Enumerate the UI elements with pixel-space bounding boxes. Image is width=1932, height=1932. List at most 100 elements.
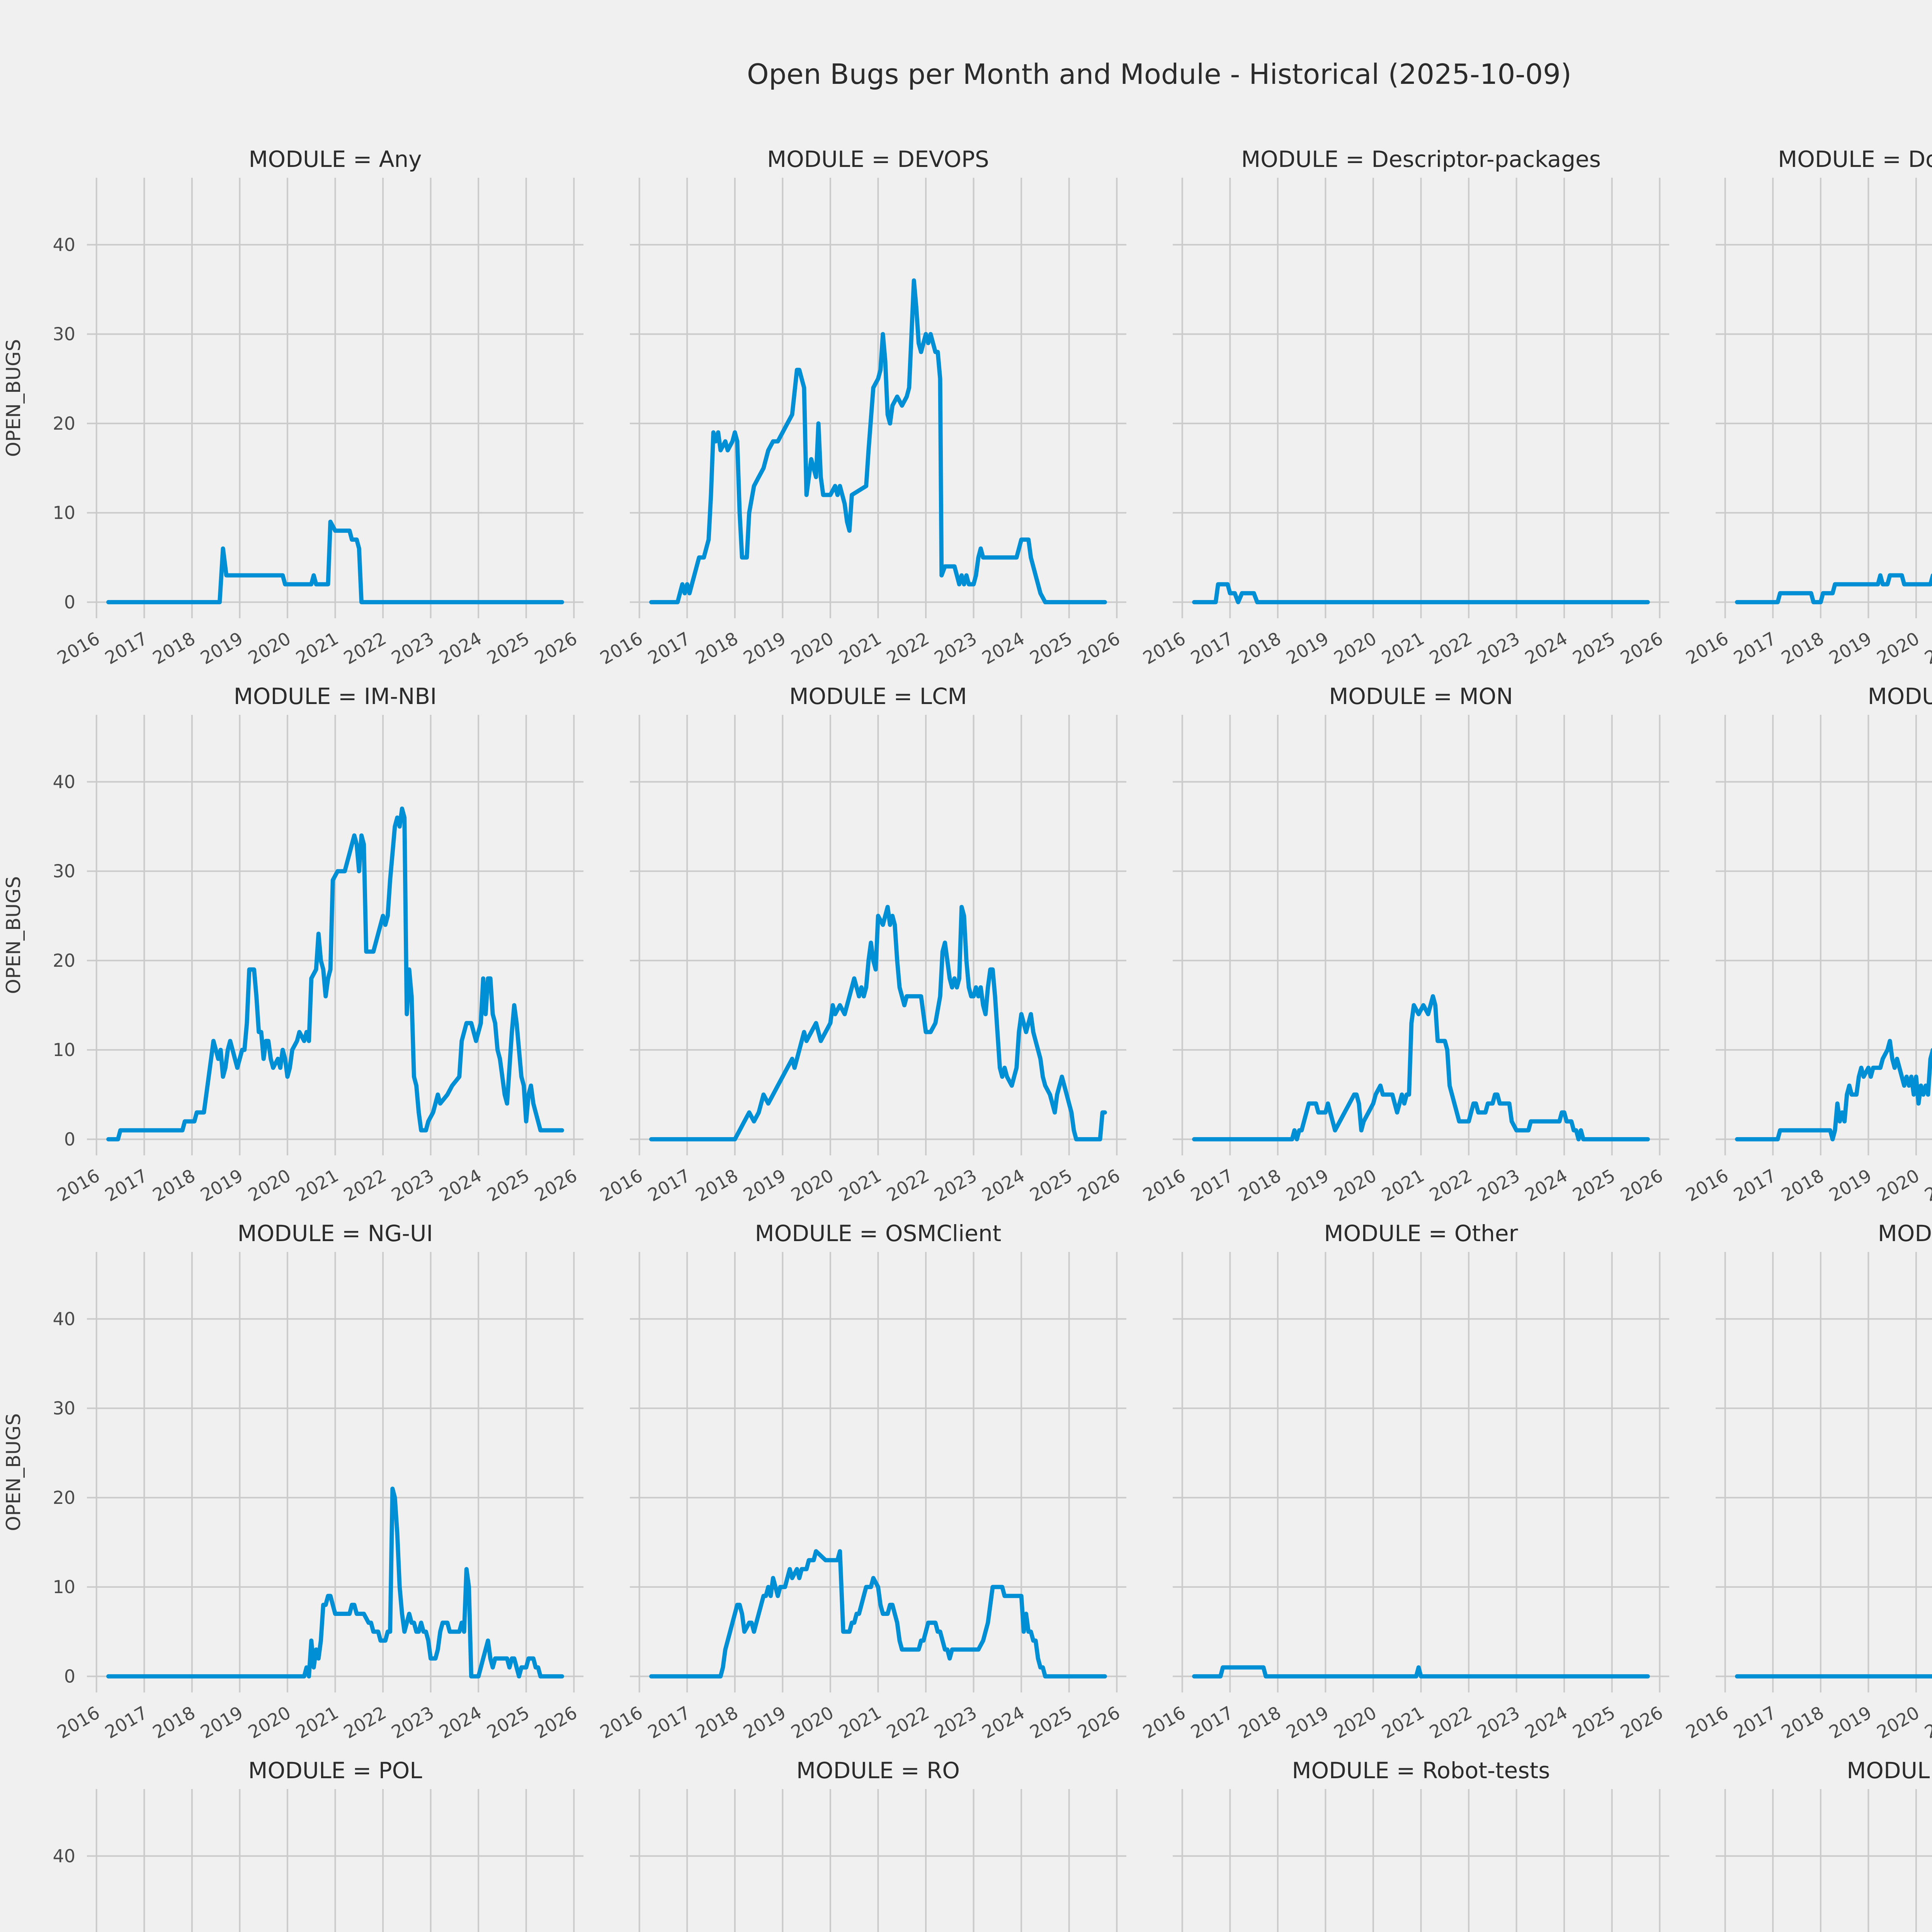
- x-tick-label: 2025: [483, 628, 533, 668]
- y-tick-label: 10: [53, 502, 75, 523]
- x-tick-label: 2020: [245, 1702, 294, 1743]
- x-tick-label: 2020: [1873, 1165, 1923, 1206]
- x-tick-label: 2016: [597, 1702, 646, 1743]
- x-tick-label: 2024: [435, 1702, 485, 1743]
- x-tick-label: 2018: [149, 1702, 199, 1743]
- facet-cell-POL: 2016201720182019202020212022202320242025…: [0, 1757, 583, 1932]
- x-tick-label: 2016: [597, 1165, 646, 1206]
- x-tick-label: 2023: [388, 1702, 437, 1743]
- x-tick-label: 2023: [931, 628, 980, 668]
- y-axis-label: OPEN_BUGS: [2, 1413, 25, 1531]
- x-tick-label: 2026: [531, 628, 580, 668]
- x-tick-label: 2017: [644, 1165, 694, 1206]
- line-series-LCM: [649, 905, 1107, 1141]
- facet-cell-Documentation / Wiki: 2016201720182019202020212022202320242025…: [1669, 146, 1932, 684]
- x-tick-label: 2022: [340, 628, 389, 668]
- y-axis-label: OPEN_BUGS: [2, 876, 25, 994]
- facet-RO: 2016201720182019202020212022202320242025…: [630, 1757, 1126, 1932]
- y-tick-label: 10: [53, 1039, 75, 1060]
- x-tick-label: 2019: [197, 1165, 246, 1206]
- x-tick-label: 2025: [1026, 628, 1076, 668]
- x-tick-label: 2020: [1873, 1702, 1923, 1743]
- x-tick-label: 2026: [1074, 628, 1123, 668]
- line-series-Any: [106, 519, 564, 604]
- facet-title: MODULE = Documentation / Wiki: [1778, 147, 1932, 172]
- line-series-OSMClient: [649, 1549, 1107, 1679]
- x-tick-label: 2017: [1187, 1165, 1236, 1206]
- x-tick-label: 2019: [740, 1702, 789, 1743]
- facet-N2VC: 2016201720182019202020212022202320242025…: [1682, 683, 1932, 1206]
- line-series-Descriptor-packages: [1192, 582, 1650, 604]
- x-tick-label: 2026: [1617, 628, 1666, 668]
- y-tick-label: 20: [53, 950, 75, 971]
- x-tick-label: 2023: [1474, 628, 1523, 668]
- x-tick-label: 2022: [1426, 1165, 1475, 1206]
- x-tick-label: 2021: [835, 628, 885, 668]
- x-tick-label: 2020: [245, 1165, 294, 1206]
- x-tick-label: 2024: [435, 1165, 485, 1206]
- facet-cell-Any: 2016 2017 2018 2019 2020 2021 2022 2023 2024 2025…: [0, 146, 583, 684]
- x-tick-label: 2018: [692, 628, 742, 668]
- x-tick-label: 2020: [245, 628, 294, 668]
- x-tick-label: 2023: [931, 1702, 980, 1743]
- x-tick-label: 2017: [101, 1165, 151, 1206]
- x-tick-label: 2024: [1521, 1702, 1571, 1743]
- line-series-Documentation / Wiki: [1735, 573, 1932, 604]
- facet-title: MODULE = Robot-tests: [1292, 1758, 1550, 1784]
- x-tick-label: 2017: [644, 628, 694, 668]
- facet-LCM: 2016201720182019202020212022202320242025…: [597, 683, 1126, 1206]
- x-tick-label: 2018: [149, 628, 199, 668]
- plot-area: [1716, 1789, 1932, 1932]
- facet-title: MODULE = POL: [248, 1758, 422, 1784]
- x-tick-label: 2016: [1139, 628, 1189, 668]
- x-tick-label: 2019: [197, 628, 246, 668]
- x-tick-label: 2025: [1569, 1702, 1619, 1743]
- y-tick-label: 20: [53, 413, 75, 434]
- facet-Robot-tests: 2016201720182019202020212022202320242025…: [1173, 1757, 1669, 1932]
- x-tick-label: 2022: [883, 1165, 932, 1206]
- x-tick-label: 2018: [149, 1165, 199, 1206]
- x-tick-label: 2019: [1282, 628, 1332, 668]
- x-tick-label: 2021: [835, 1702, 885, 1743]
- x-tick-label: 2025: [1026, 1702, 1076, 1743]
- x-tick-label: 2018: [1235, 1165, 1284, 1206]
- facet-cell-N2VC: 2016201720182019202020212022202320242025…: [1669, 683, 1932, 1221]
- x-tick-label: 2019: [740, 1165, 789, 1206]
- x-tick-label: 2018: [692, 1702, 742, 1743]
- facet-title: MODULE = Unknown: [1847, 1758, 1932, 1784]
- y-tick-label: 40: [53, 234, 75, 255]
- facet-title: MODULE = OSMClient: [755, 1221, 1002, 1247]
- x-tick-label: 2021: [1921, 1165, 1932, 1206]
- x-tick-label: 2019: [1282, 1702, 1332, 1743]
- x-tick-label: 2020: [787, 1165, 837, 1206]
- facet-title: MODULE = Other: [1324, 1221, 1518, 1247]
- facet-title: MODULE = N2VC: [1868, 684, 1932, 709]
- x-tick-label: 2018: [1778, 1702, 1827, 1743]
- x-tick-label: 2019: [1825, 628, 1875, 668]
- x-tick-label: 2016: [1682, 628, 1732, 668]
- facet-Other: 2016201720182019202020212022202320242025…: [1139, 1220, 1669, 1743]
- facet-cell-IM-NBI: 2016 2017 2018 2019 2020 2021 2022 2023 2024 2025…: [0, 683, 583, 1221]
- plot-area: [1716, 1252, 1932, 1692]
- x-tick-label: 2022: [340, 1165, 389, 1206]
- plot-area: [1716, 178, 1932, 618]
- x-tick-label: 2016: [597, 628, 646, 668]
- x-tick-label: 2020: [787, 1702, 837, 1743]
- facet-cell-RO: 2016201720182019202020212022202320242025…: [583, 1757, 1126, 1932]
- x-tick-label: 2017: [1187, 628, 1236, 668]
- facet-cell-PLA: 2016201720182019202020212022202320242025…: [1669, 1220, 1932, 1758]
- x-tick-label: 2025: [1569, 628, 1619, 668]
- x-tick-label: 2017: [1187, 1702, 1236, 1743]
- x-tick-label: 2024: [978, 628, 1028, 668]
- x-tick-label: 2024: [1521, 628, 1571, 668]
- facet-Any: 2016201720182019202020212022202320242025…: [2, 146, 583, 668]
- x-tick-label: 2018: [692, 1165, 742, 1206]
- x-tick-label: 2021: [1378, 1165, 1428, 1206]
- x-tick-label: 2021: [835, 1165, 885, 1206]
- facet-cell-DEVOPS: 2016 2017 2018 2019 2020 2021 2022 2023 2024 2025…: [583, 146, 1126, 684]
- facet-cell-Unknown: 2016201720182019202020212022202320242025…: [1669, 1757, 1932, 1932]
- line-series-N2VC: [1735, 1039, 1932, 1141]
- line-series-NG-UI: [106, 1486, 564, 1679]
- y-tick-label: 30: [53, 324, 75, 345]
- x-tick-label: 2025: [1026, 1165, 1076, 1206]
